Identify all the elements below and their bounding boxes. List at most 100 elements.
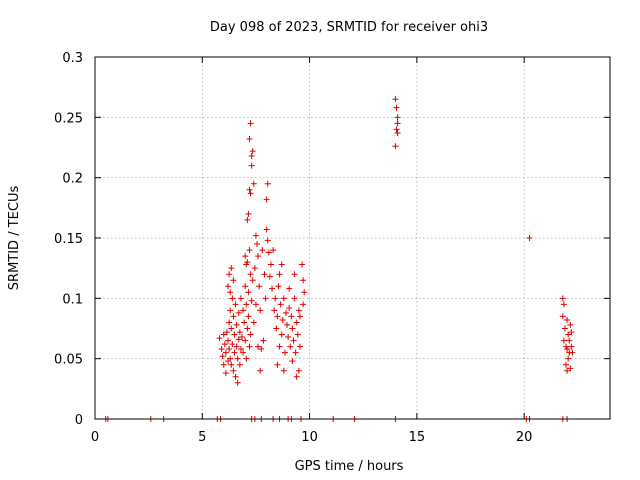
data-point — [245, 313, 252, 320]
data-point — [394, 114, 401, 121]
data-point — [286, 304, 293, 311]
data-point — [236, 361, 243, 368]
axis-ticks — [94, 56, 610, 420]
data-point — [237, 295, 244, 302]
data-point — [244, 325, 251, 332]
data-point — [242, 337, 249, 344]
data-point — [560, 337, 567, 344]
data-point — [276, 343, 283, 350]
data-point — [280, 295, 287, 302]
data-point — [564, 346, 571, 353]
data-point — [251, 265, 258, 272]
data-point — [568, 329, 575, 336]
data-point — [220, 361, 227, 368]
data-point — [295, 307, 302, 314]
tick-labels: 0 5 10 15 20 0 0.05 0.1 0.15 0.2 0.25 0.3 — [54, 51, 532, 445]
data-point — [259, 247, 266, 254]
x-tick-label: 5 — [198, 430, 206, 445]
data-point — [221, 341, 228, 348]
data-point — [299, 261, 306, 268]
data-point — [274, 361, 281, 368]
data-point — [256, 283, 263, 290]
data-point — [228, 361, 235, 368]
data-point — [263, 196, 270, 203]
data-point — [291, 271, 298, 278]
data-point — [280, 367, 287, 374]
data-point — [219, 353, 226, 360]
data-point — [293, 373, 300, 380]
data-point — [560, 301, 567, 308]
data-point — [252, 301, 259, 308]
y-axis-label: SRMTID / TECUs — [7, 186, 22, 291]
data-points — [102, 96, 576, 422]
data-point — [220, 331, 227, 338]
data-point — [569, 349, 576, 356]
data-point — [261, 271, 268, 278]
data-point — [392, 143, 399, 150]
data-point — [216, 335, 223, 342]
y-tick-label: 0 — [75, 413, 83, 428]
data-point — [226, 319, 233, 326]
y-tick-label: 0.25 — [54, 111, 83, 126]
data-point — [225, 337, 232, 344]
data-point — [234, 379, 241, 386]
y-tick-label: 0.2 — [62, 172, 83, 187]
data-point — [271, 307, 278, 314]
data-point — [289, 325, 296, 332]
data-point — [233, 343, 240, 350]
data-point — [561, 325, 568, 332]
data-point — [226, 346, 233, 353]
data-point — [233, 321, 240, 328]
data-point — [235, 309, 242, 316]
data-point — [243, 355, 250, 362]
data-point — [249, 277, 256, 284]
data-point — [230, 313, 237, 320]
data-point — [243, 261, 250, 268]
data-point — [291, 295, 298, 302]
data-point — [282, 309, 289, 316]
data-point — [232, 301, 239, 308]
data-point — [227, 355, 234, 362]
data-point — [296, 313, 303, 320]
y-tick-label: 0.3 — [62, 51, 83, 66]
data-point — [234, 355, 241, 362]
x-tick-label: 10 — [301, 430, 318, 445]
data-point — [285, 333, 292, 340]
data-point — [228, 325, 235, 332]
x-tick-label: 20 — [516, 430, 533, 445]
data-point — [288, 313, 295, 320]
data-point — [255, 343, 262, 350]
x-tick-label: 15 — [409, 430, 426, 445]
data-point — [296, 343, 303, 350]
data-point — [567, 365, 574, 372]
data-point — [245, 289, 252, 296]
data-point — [246, 186, 253, 193]
data-point — [230, 367, 237, 374]
data-point — [231, 349, 238, 356]
data-point — [243, 301, 250, 308]
data-point — [247, 271, 254, 278]
data-point — [289, 358, 296, 365]
data-point — [249, 148, 256, 155]
data-point — [273, 325, 280, 332]
data-point — [263, 226, 270, 233]
data-point — [238, 333, 245, 340]
data-point — [229, 341, 236, 348]
y-tick-label: 0.05 — [54, 353, 83, 368]
data-point — [250, 180, 257, 187]
data-point — [300, 277, 307, 284]
data-point — [244, 216, 251, 223]
data-point — [231, 331, 238, 338]
data-point — [269, 285, 276, 292]
data-point — [250, 319, 257, 326]
data-point — [292, 349, 299, 356]
data-point — [394, 130, 401, 137]
data-point — [248, 152, 255, 159]
data-point — [227, 307, 234, 314]
data-point — [225, 283, 232, 290]
y-tick-label: 0.15 — [54, 232, 83, 247]
data-point — [240, 307, 247, 314]
data-point — [276, 271, 283, 278]
data-point — [272, 295, 279, 302]
